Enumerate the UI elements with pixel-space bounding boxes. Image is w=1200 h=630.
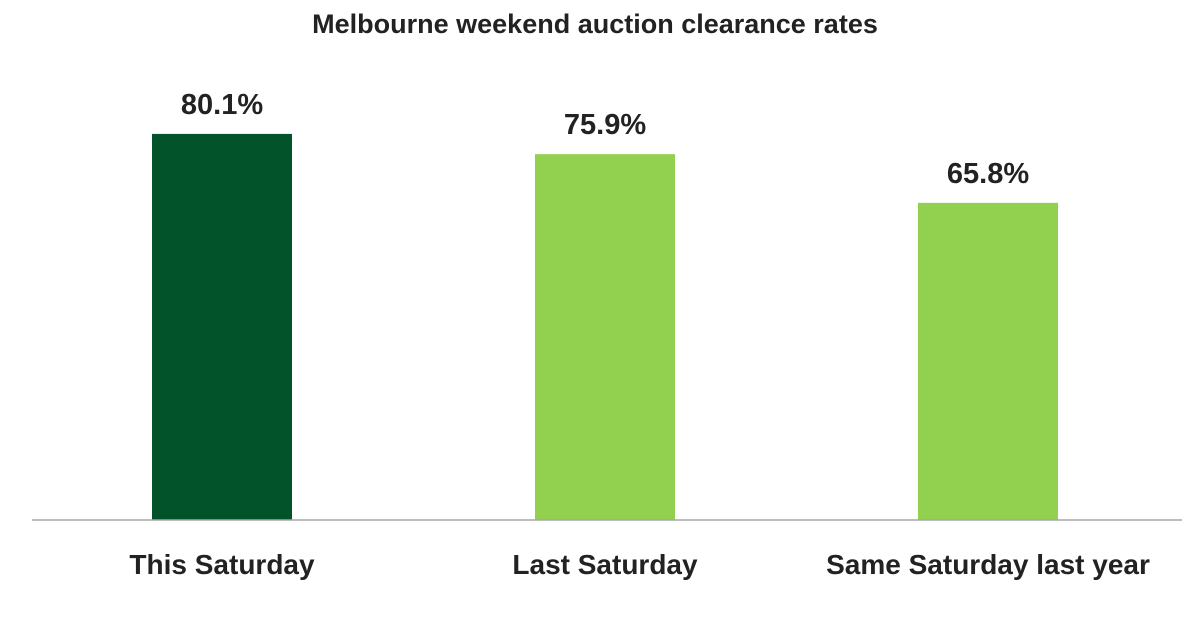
category-label-0: This Saturday [129,549,315,580]
chart-title: Melbourne weekend auction clearance rate… [312,9,878,39]
category-label-1: Last Saturday [512,549,698,580]
value-label-1: 75.9% [564,109,646,141]
bars-layer: 80.1% This Saturday 75.9% Last Saturday 65.8… [129,89,1150,580]
value-label-0: 80.1% [181,89,263,121]
category-label-2: Same Saturday last year [826,549,1150,580]
bar-0 [152,133,292,520]
bar-1 [535,154,675,521]
value-label-2: 65.8% [947,158,1029,190]
bar-2 [918,202,1058,520]
